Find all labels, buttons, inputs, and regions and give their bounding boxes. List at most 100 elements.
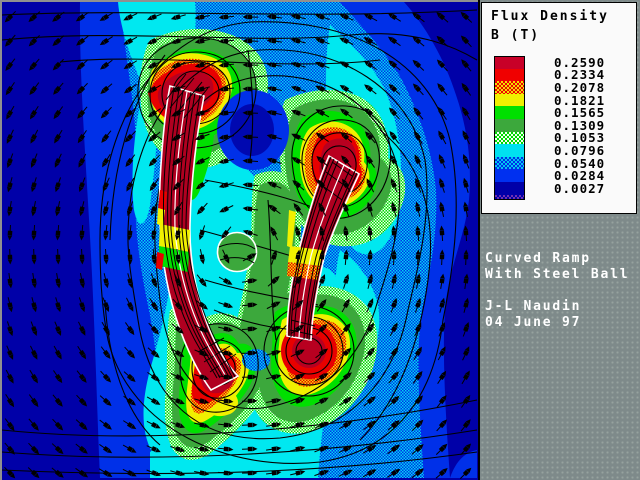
field-arrow <box>241 326 258 332</box>
field-arrow <box>195 133 210 141</box>
field-arrow <box>241 446 258 452</box>
field-arrow <box>7 224 13 241</box>
field-arrow <box>31 201 37 217</box>
field-arrow <box>266 62 282 68</box>
field-arrow <box>5 58 16 71</box>
field-arrow <box>339 13 354 21</box>
field-arrow <box>315 61 330 69</box>
field-arrow <box>436 35 449 47</box>
field-arrow <box>28 34 40 47</box>
field-arrow <box>266 14 282 20</box>
field-arrow <box>363 420 377 431</box>
field-arrow <box>267 181 282 189</box>
field-arrow <box>391 249 397 266</box>
field-arrow <box>365 322 375 336</box>
field-arrow <box>194 14 210 20</box>
field-arrow <box>438 322 446 337</box>
field-arrow <box>338 469 353 477</box>
field-arrow <box>241 422 258 428</box>
field-arrow <box>29 82 40 95</box>
field-arrow <box>411 12 425 23</box>
field-arrow <box>367 273 373 289</box>
field-arrow <box>4 466 16 479</box>
field-arrow <box>364 347 375 360</box>
field-arrow <box>76 35 89 46</box>
field-arrow <box>342 178 351 193</box>
field-arrow <box>4 442 15 455</box>
field-arrow <box>391 201 397 217</box>
field-arrow <box>99 12 114 21</box>
field-arrow <box>76 82 88 95</box>
field-arrow <box>6 321 14 337</box>
legend-box: Flux Density B (T) 0.2590 0.2334 0.2078 0.1… <box>481 2 637 214</box>
field-arrow <box>170 61 186 69</box>
field-arrow <box>338 421 353 430</box>
legend-entry: 0.2078 <box>494 79 606 95</box>
field-arrow <box>315 132 329 142</box>
field-arrow <box>5 34 16 47</box>
field-arrow <box>343 225 349 241</box>
field-arrow <box>174 201 183 216</box>
field-arrow <box>52 35 65 47</box>
field-arrow <box>387 420 400 431</box>
field-arrow <box>242 134 259 140</box>
field-arrow <box>218 276 233 285</box>
field-arrow <box>4 10 16 23</box>
field-arrow <box>199 249 205 265</box>
field-arrow <box>389 322 398 337</box>
field-arrow <box>463 273 469 289</box>
field-arrow <box>30 153 38 168</box>
field-arrow <box>388 83 401 95</box>
field-arrow <box>315 109 330 118</box>
field-arrow <box>242 14 259 20</box>
field-arrow <box>7 273 13 289</box>
field-arrow <box>266 38 282 44</box>
field-arrow <box>462 106 471 121</box>
flux-plot-area <box>0 0 478 480</box>
field-arrow <box>413 107 424 120</box>
field-arrow <box>290 61 306 68</box>
legend-swatch <box>494 131 525 145</box>
field-arrow <box>123 395 136 406</box>
field-arrow <box>126 201 134 217</box>
field-arrow <box>122 444 137 453</box>
field-arrow <box>314 397 329 406</box>
legend-value: 0.1821 <box>554 92 606 108</box>
field-arrow <box>242 110 259 116</box>
field-arrow <box>7 177 13 193</box>
field-arrow <box>291 133 306 141</box>
field-arrow <box>28 418 39 431</box>
legend-value: 0.2078 <box>554 79 606 95</box>
field-arrow <box>147 84 162 93</box>
field-arrow <box>194 349 209 357</box>
field-arrow <box>53 106 64 120</box>
legend-scale: 0.2590 0.2334 0.2078 0.1821 0.1565 0.1309 0.10… <box>494 55 606 200</box>
field-arrow <box>170 470 186 477</box>
legend-swatch <box>494 156 525 170</box>
field-arrow <box>30 321 38 337</box>
field-arrow <box>267 204 281 215</box>
field-arrow <box>77 130 87 144</box>
field-arrow <box>170 397 185 405</box>
field-arrow <box>266 470 282 476</box>
field-arrow <box>342 202 350 217</box>
field-arrow <box>366 201 373 217</box>
field-arrow <box>124 107 137 118</box>
field-arrow <box>147 13 162 21</box>
field-arrow <box>218 110 234 116</box>
field-arrow <box>77 106 88 119</box>
field-arrow <box>460 443 472 456</box>
field-arrow <box>195 157 210 165</box>
field-arrow <box>194 110 210 117</box>
field-arrow <box>242 158 259 164</box>
field-arrow <box>218 326 234 332</box>
field-arrow <box>103 201 109 217</box>
field-arrow <box>292 180 305 191</box>
field-arrow <box>79 201 85 217</box>
field-arrow <box>102 177 110 192</box>
field-arrow <box>413 130 423 145</box>
field-arrow <box>315 323 328 335</box>
field-arrow <box>241 302 258 308</box>
field-arrow <box>31 224 37 241</box>
legend-swatch <box>494 106 525 119</box>
